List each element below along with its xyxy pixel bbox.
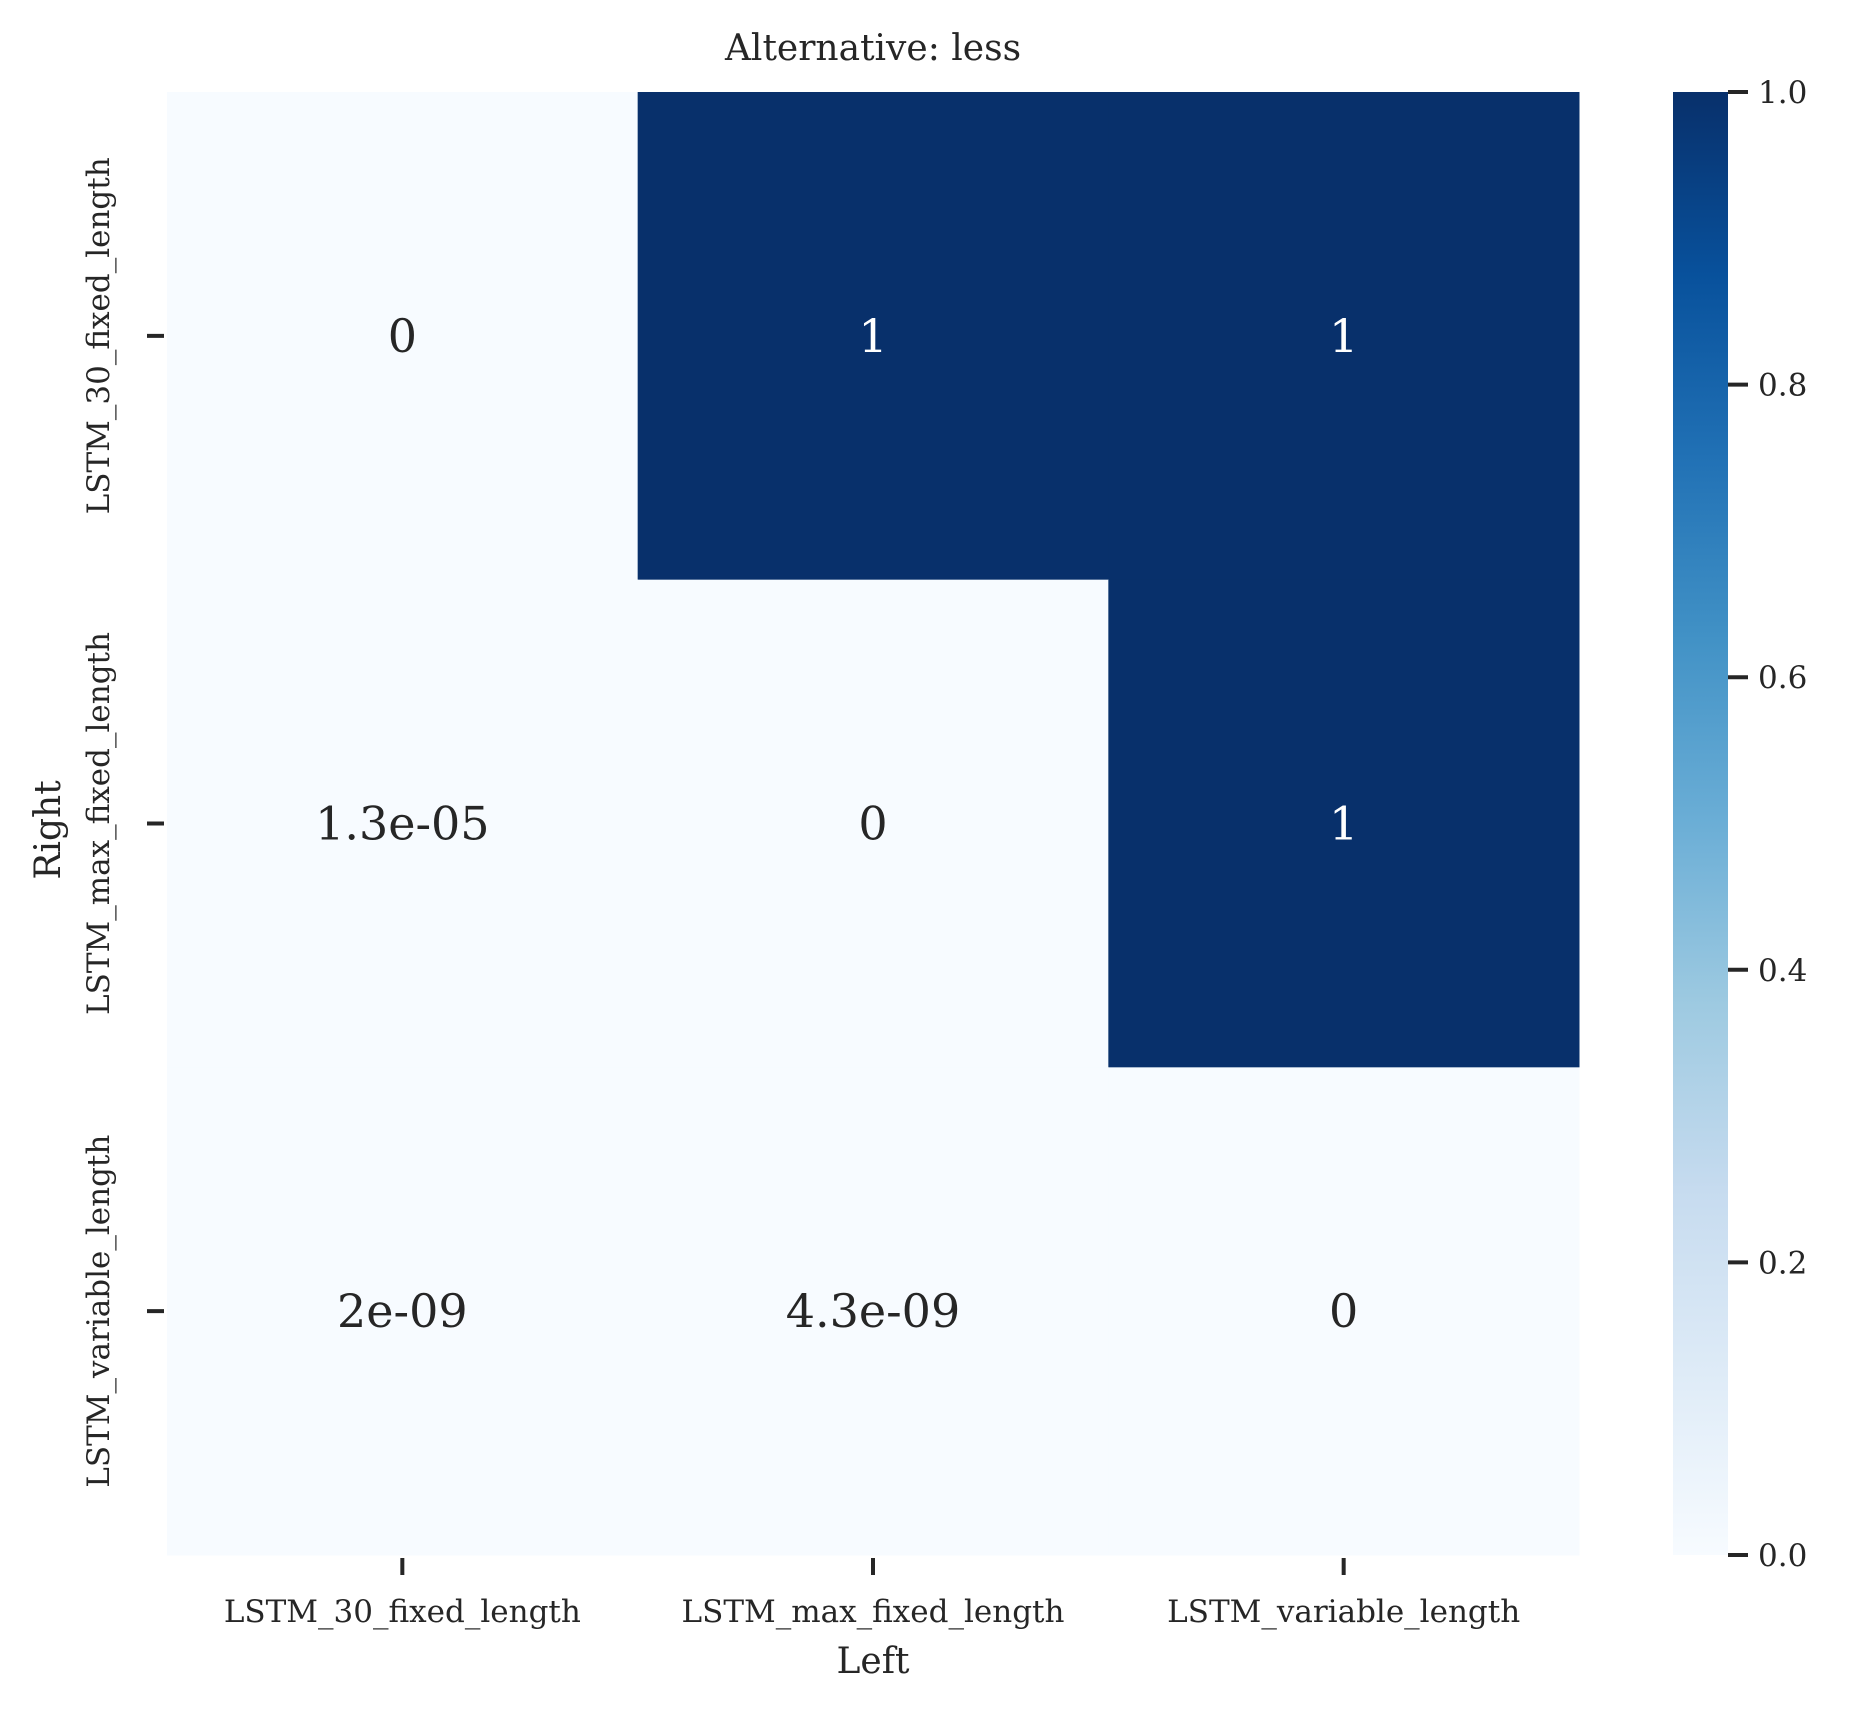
heatmap-cell — [637, 92, 1109, 581]
y-tick-label: LSTM_variable_length — [81, 1135, 117, 1488]
cell-annotations: 0 1 1 1.3e-05 0 1 2e-09 4.3e-09 0 — [315, 309, 1358, 1338]
colorbar-tick-label: 0.8 — [1758, 368, 1807, 404]
heatmap-cell — [637, 579, 1109, 1068]
colorbar-tick-label: 1.0 — [1758, 75, 1807, 111]
cell-annotation: 1.3e-05 — [315, 797, 489, 851]
heatmap-cell — [1108, 1067, 1580, 1556]
y-axis-label: Right — [28, 780, 69, 880]
x-axis-label: Left — [836, 1641, 910, 1682]
cell-annotation: 0 — [858, 797, 887, 851]
y-tick-label: LSTM_max_fixed_length — [81, 632, 117, 1015]
heatmap-cell — [637, 1067, 1109, 1556]
cell-annotation: 4.3e-09 — [786, 1284, 960, 1338]
chart-title: Alternative: less — [724, 28, 1021, 69]
cell-annotation: 0 — [388, 309, 417, 363]
colorbar-ticks: 0.0 0.2 0.4 0.6 0.8 1.0 — [1728, 75, 1807, 1574]
heatmap-cell — [167, 92, 639, 581]
colorbar-tick-label: 0.0 — [1758, 1538, 1807, 1574]
cell-annotation: 0 — [1329, 1284, 1358, 1338]
cell-annotation: 1 — [1329, 797, 1358, 851]
x-tick-label: LSTM_max_fixed_length — [682, 1594, 1065, 1630]
heatmap-cell — [167, 1067, 639, 1556]
heatmap-cells — [167, 92, 1580, 1556]
heatmap-cell — [167, 579, 639, 1068]
x-axis-ticks: LSTM_30_fixed_length LSTM_max_fixed_lengt… — [224, 1558, 1520, 1630]
colorbar — [1673, 92, 1728, 1555]
colorbar-tick-label: 0.2 — [1758, 1245, 1807, 1281]
cell-annotation: 1 — [858, 309, 887, 363]
y-tick-label: LSTM_30_fixed_length — [81, 157, 117, 514]
colorbar-tick-label: 0.6 — [1758, 660, 1807, 696]
cell-annotation: 1 — [1329, 309, 1358, 363]
x-tick-label: LSTM_30_fixed_length — [224, 1594, 581, 1630]
colorbar-tick-label: 0.4 — [1758, 953, 1807, 989]
heatmap-cell — [1108, 92, 1580, 581]
cell-annotation: 2e-09 — [337, 1284, 468, 1338]
x-tick-label: LSTM_variable_length — [1167, 1594, 1520, 1630]
heatmap-cell — [1108, 579, 1580, 1068]
y-axis-ticks: LSTM_30_fixed_length LSTM_max_fixed_lengt… — [81, 157, 164, 1488]
